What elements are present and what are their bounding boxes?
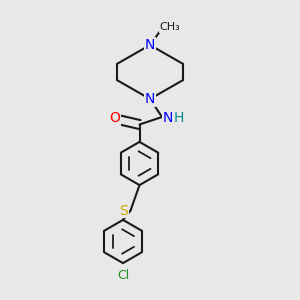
Text: Cl: Cl [117, 268, 129, 282]
Text: H: H [173, 112, 184, 125]
Text: CH₃: CH₃ [159, 22, 180, 32]
Text: O: O [109, 112, 120, 125]
Text: N: N [163, 112, 173, 125]
Text: S: S [119, 204, 128, 218]
Text: N: N [145, 38, 155, 52]
Text: N: N [145, 92, 155, 106]
